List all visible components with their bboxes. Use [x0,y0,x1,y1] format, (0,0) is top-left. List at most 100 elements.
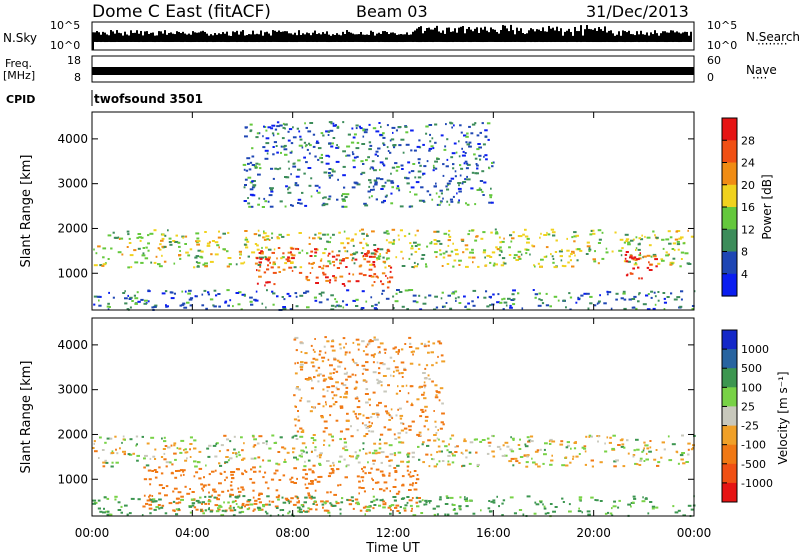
nsky-bar [316,34,318,43]
radar-cell [362,135,365,138]
radar-cell [593,304,597,307]
radar-cell [409,475,413,478]
radar-cell [309,144,312,147]
radar-cell [408,428,412,431]
nsky-bar [682,32,684,42]
radar-cell [161,233,165,236]
radar-cell [281,496,284,499]
radar-cell [560,259,563,262]
radar-cell [401,305,405,308]
radar-cell [639,457,643,460]
radar-cell [254,499,258,502]
radar-cell [392,347,396,350]
colorbar-swatch [722,251,737,275]
radar-cell [364,393,369,395]
colorbar-tick-label: 100 [741,381,762,394]
radar-cell [342,258,346,260]
nsky-bar [210,34,212,42]
radar-cell [295,305,299,308]
radar-cell [476,465,479,468]
radar-cell [290,247,295,250]
radar-cell [511,293,515,296]
radar-cell [317,236,321,239]
radar-cell [450,250,454,253]
radar-cell [371,477,373,480]
radar-cell [266,289,268,292]
radar-cell [439,427,443,430]
radar-cell [195,261,198,264]
radar-cell [575,301,578,304]
radar-cell [537,465,541,468]
radar-cell [440,450,443,453]
radar-cell [394,471,398,473]
radar-cell [455,151,458,154]
radar-cell [465,135,469,138]
radar-cell [327,260,331,263]
radar-cell [145,464,150,467]
x-tick-label: 12:00 [376,526,411,540]
radar-cell [326,509,330,512]
radar-cell [577,298,581,301]
radar-cell [335,300,338,303]
radar-cell [154,471,159,473]
radar-cell [286,233,290,236]
radar-cell [568,292,571,295]
radar-cell [456,445,459,448]
radar-cell [609,436,612,439]
radar-cell [542,503,544,506]
radar-cell [461,465,463,468]
radar-cell [459,164,462,167]
radar-cell [484,154,488,157]
nsky-bar [290,33,292,43]
radar-cell [152,498,156,501]
radar-cell [390,504,395,507]
radar-cell [361,340,365,343]
radar-cell [687,453,690,456]
radar-cell [525,461,529,464]
radar-cell [464,160,468,163]
nsky-bar [348,31,350,43]
radar-cell [440,192,443,195]
radar-cell [648,269,653,271]
radar-cell [93,440,96,443]
nsky-bar [384,31,386,43]
radar-cell [329,364,333,367]
radar-cell [243,442,245,445]
radar-cell [149,494,152,497]
radar-cell [386,257,390,260]
radar-cell [426,160,429,163]
radar-cell [458,140,460,143]
radar-cell [193,439,197,442]
radar-cell [178,501,182,504]
nsky-bar [564,31,566,42]
nsky-bar [408,34,410,42]
radar-cell [546,231,548,234]
radar-cell [425,453,429,456]
radar-cell [398,291,403,293]
radar-cell [206,242,211,245]
radar-cell [532,289,535,291]
power-colorbar-label: Power [dB] [760,174,774,239]
radar-cell [309,410,313,413]
nsky-bar [272,30,274,42]
radar-cell [173,262,176,265]
radar-cell [186,492,191,495]
radar-cell [676,243,681,246]
radar-cell [518,257,522,260]
radar-cell [442,174,445,177]
radar-cell [362,274,367,277]
radar-cell [392,375,395,378]
nsky-bar [666,32,668,43]
radar-cell [529,253,531,256]
radar-cell [189,297,194,300]
radar-cell [452,454,456,457]
radar-cell [370,354,375,357]
radar-cell [458,190,462,193]
radar-cell [368,255,373,258]
radar-cell [667,435,670,438]
radar-cell [186,301,190,304]
radar-cell [297,168,301,171]
radar-cell [368,185,371,188]
radar-cell [144,299,148,302]
radar-cell [147,234,150,237]
